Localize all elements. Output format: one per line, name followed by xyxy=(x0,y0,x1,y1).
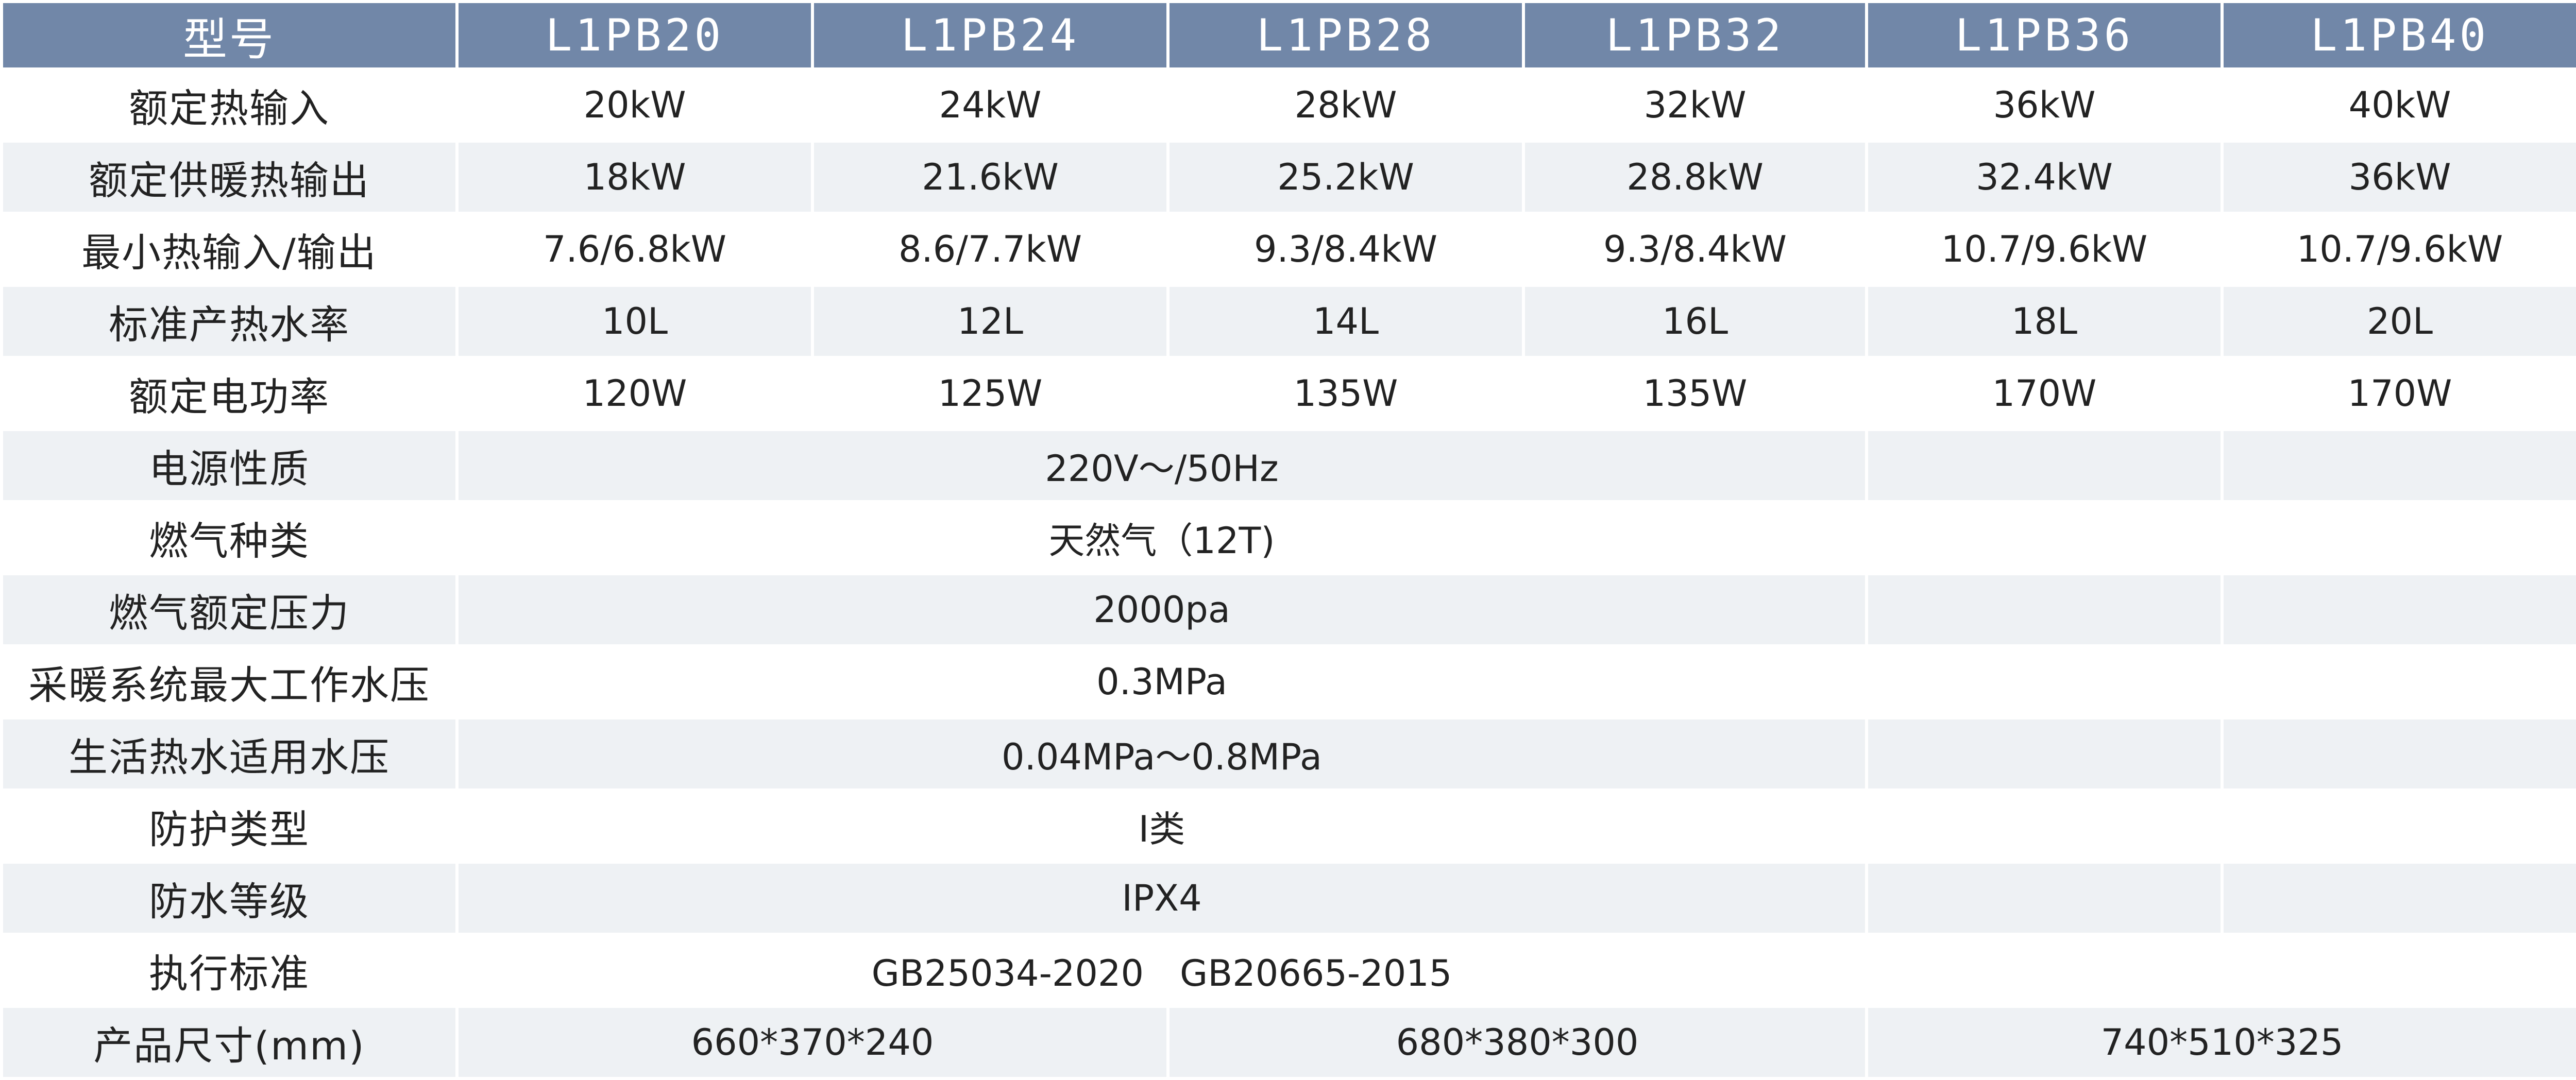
row-label: 标准产热水率 xyxy=(3,287,455,356)
table-cell: 36kW xyxy=(1868,71,2221,140)
row-label: 防护类型 xyxy=(3,792,455,861)
table-cell: 40kW xyxy=(2224,71,2576,140)
table-cell: 18L xyxy=(1868,287,2221,356)
table-row-rated-heat-input: 额定热输入 20kW 24kW 28kW 32kW 36kW 40kW xyxy=(3,71,2576,140)
empty-cell xyxy=(2224,647,2576,716)
model-header: L1PB24 xyxy=(814,3,1166,67)
table-cell-merged: 660*370*240 xyxy=(459,1008,1166,1077)
row-label: 最小热输入/输出 xyxy=(3,215,455,284)
table-cell: 10L xyxy=(459,287,811,356)
table-cell-merged: 220V～/50Hz xyxy=(459,431,1865,500)
empty-cell xyxy=(1868,431,2221,500)
row-label: 额定热输入 xyxy=(3,71,455,140)
table-row-waterproof-grade: 防水等级 IPX4 xyxy=(3,864,2576,933)
empty-cell xyxy=(1868,864,2221,933)
table-cell: 10.7/9.6kW xyxy=(1868,215,2221,284)
table-row-rated-power: 额定电功率 120W 125W 135W 135W 170W 170W xyxy=(3,359,2576,428)
table-row-product-size: 产品尺寸(mm) 660*370*240 680*380*300 740*510… xyxy=(3,1008,2576,1077)
table-cell-merged: 0.04MPa～0.8MPa xyxy=(459,719,1865,788)
table-cell: 135W xyxy=(1170,359,1522,428)
table-cell: 10.7/9.6kW xyxy=(2224,215,2576,284)
row-label: 产品尺寸(mm) xyxy=(3,1008,455,1077)
model-header: L1PB40 xyxy=(2224,3,2576,67)
row-label: 生活热水适用水压 xyxy=(3,719,455,788)
empty-cell xyxy=(1868,792,2221,861)
empty-cell xyxy=(1868,936,2221,1005)
row-label: 额定电功率 xyxy=(3,359,455,428)
table-row-heating-max-pressure: 采暖系统最大工作水压 0.3MPa xyxy=(3,647,2576,716)
table-row-standards: 执行标准 GB25034-2020 GB20665-2015 xyxy=(3,936,2576,1005)
table-row-protection-type: 防护类型 I类 xyxy=(3,792,2576,861)
table-cell: 16L xyxy=(1525,287,1865,356)
table-cell-merged: I类 xyxy=(459,792,1865,861)
empty-cell xyxy=(1868,503,2221,572)
table-cell: 36kW xyxy=(2224,143,2576,212)
table-cell: 32kW xyxy=(1525,71,1865,140)
row-label: 采暖系统最大工作水压 xyxy=(3,647,455,716)
empty-cell xyxy=(2224,792,2576,861)
table-cell: 170W xyxy=(2224,359,2576,428)
row-label: 燃气额定压力 xyxy=(3,575,455,644)
table-row-gas-rated-pressure: 燃气额定压力 2000pa xyxy=(3,575,2576,644)
table-row-domestic-water-pressure: 生活热水适用水压 0.04MPa～0.8MPa xyxy=(3,719,2576,788)
table-cell-merged: 680*380*300 xyxy=(1170,1008,1865,1077)
table-cell: 20L xyxy=(2224,287,2576,356)
empty-cell xyxy=(1868,719,2221,788)
table-cell-merged: 2000pa xyxy=(459,575,1865,644)
table-cell: 7.6/6.8kW xyxy=(459,215,811,284)
table-cell: 135W xyxy=(1525,359,1865,428)
table-cell: 18kW xyxy=(459,143,811,212)
table-row-power-supply: 电源性质 220V～/50Hz xyxy=(3,431,2576,500)
table-cell: 120W xyxy=(459,359,811,428)
table-cell: 8.6/7.7kW xyxy=(814,215,1166,284)
row-label: 执行标准 xyxy=(3,936,455,1005)
table-cell: 14L xyxy=(1170,287,1522,356)
table-row-standard-hot-water-rate: 标准产热水率 10L 12L 14L 16L 18L 20L xyxy=(3,287,2576,356)
table-cell: 28kW xyxy=(1170,71,1522,140)
table-cell: 12L xyxy=(814,287,1166,356)
table-cell-merged: 0.3MPa xyxy=(459,647,1865,716)
row-label: 电源性质 xyxy=(3,431,455,500)
model-header: L1PB28 xyxy=(1170,3,1522,67)
table-cell: 28.8kW xyxy=(1525,143,1865,212)
model-header: L1PB20 xyxy=(459,3,811,67)
empty-cell xyxy=(2224,936,2576,1005)
row-label: 燃气种类 xyxy=(3,503,455,572)
empty-cell xyxy=(1868,575,2221,644)
model-label-header: 型号 xyxy=(3,3,455,67)
header-row: 型号 L1PB20 L1PB24 L1PB28 L1PB32 L1PB36 L1… xyxy=(3,3,2576,67)
table-cell: 9.3/8.4kW xyxy=(1525,215,1865,284)
table-cell: 24kW xyxy=(814,71,1166,140)
table-cell-merged: IPX4 xyxy=(459,864,1865,933)
empty-cell xyxy=(2224,864,2576,933)
table-row-gas-type: 燃气种类 天然气（12T) xyxy=(3,503,2576,572)
empty-cell xyxy=(1868,647,2221,716)
row-label: 额定供暖热输出 xyxy=(3,143,455,212)
empty-cell xyxy=(2224,431,2576,500)
table-cell: 21.6kW xyxy=(814,143,1166,212)
empty-cell xyxy=(2224,575,2576,644)
table-cell: 25.2kW xyxy=(1170,143,1522,212)
empty-cell xyxy=(2224,503,2576,572)
table-cell-merged: 740*510*325 xyxy=(1868,1008,2576,1077)
table-cell: 125W xyxy=(814,359,1166,428)
table-row-rated-heating-output: 额定供暖热输出 18kW 21.6kW 25.2kW 28.8kW 32.4kW… xyxy=(3,143,2576,212)
empty-cell xyxy=(2224,719,2576,788)
model-header: L1PB32 xyxy=(1525,3,1865,67)
table-cell-merged: GB25034-2020 GB20665-2015 xyxy=(459,936,1865,1005)
table-cell: 9.3/8.4kW xyxy=(1170,215,1522,284)
table-cell: 32.4kW xyxy=(1868,143,2221,212)
table-cell-merged: 天然气（12T) xyxy=(459,503,1865,572)
row-label: 防水等级 xyxy=(3,864,455,933)
model-header: L1PB36 xyxy=(1868,3,2221,67)
table-row-min-heat-input-output: 最小热输入/输出 7.6/6.8kW 8.6/7.7kW 9.3/8.4kW 9… xyxy=(3,215,2576,284)
table-cell: 170W xyxy=(1868,359,2221,428)
table-cell: 20kW xyxy=(459,71,811,140)
